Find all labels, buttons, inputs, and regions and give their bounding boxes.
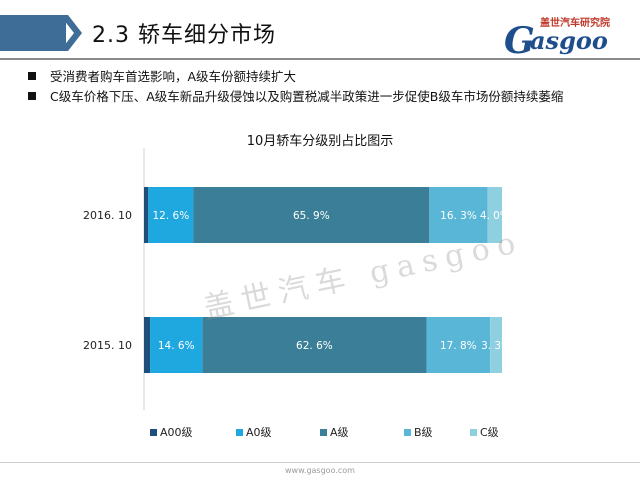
bar-segment [487, 187, 502, 243]
legend-label: C级 [480, 426, 499, 439]
chart-title: 10月轿车分级别占比图示 [246, 134, 394, 149]
footer-url: www.gasgoo.com [285, 466, 355, 475]
bullet-square-icon [28, 92, 36, 100]
logo-initial: G [504, 20, 535, 62]
bar-segment [144, 317, 151, 373]
legend-label: A级 [330, 426, 349, 439]
bar-segment [144, 187, 149, 243]
data-label: 14. 6% [158, 340, 195, 352]
bullet-item: 受消费者购车首选影响，A级车份额持续扩大 [28, 68, 628, 86]
bar-segment [202, 317, 427, 373]
bar-segment [193, 187, 430, 243]
bullet-item: C级车价格下压、A级车新品升级侵蚀以及购置税减半政策进一步促使B级车市场份额持续… [28, 88, 628, 106]
legend-swatch [404, 429, 411, 436]
bar-segment [490, 317, 502, 373]
legend-swatch [470, 429, 477, 436]
data-label: 4. 0% [480, 210, 510, 222]
logo-subtitle: 盖世汽车研究院 [540, 18, 610, 29]
data-label: 12. 6% [152, 210, 189, 222]
legend-swatch [236, 429, 243, 436]
category-label: 2016. 10 [83, 209, 132, 222]
legend-label: A00级 [160, 426, 193, 439]
header-chevron-icon [60, 15, 82, 51]
bullet-list: 受消费者购车首选影响，A级车份额持续扩大 C级车价格下压、A级车新品升级侵蚀以及… [28, 68, 628, 108]
bar-segment [148, 187, 194, 243]
stacked-bar-chart: 2016. 10 12. 6% 65. 9% 16. 3% 4. 0% 2015. 10 1… [83, 148, 511, 439]
data-label: 62. 6% [296, 340, 333, 352]
footer-divider [0, 462, 640, 463]
bullet-text: C级车价格下压、A级车新品升级侵蚀以及购置税减半政策进一步促使B级车市场份额持续… [50, 89, 564, 104]
header-divider [0, 58, 640, 60]
legend-swatch [320, 429, 327, 436]
section-title: 2.3 轿车细分市场 [92, 23, 276, 48]
header-accent-bar [0, 15, 66, 51]
data-label: 65. 9% [293, 210, 330, 222]
legend-label: A0级 [246, 426, 272, 439]
legend-swatch [150, 429, 157, 436]
logo-wordmark: asgoo [530, 26, 608, 55]
slide-header: 2.3 轿车细分市场 G 盖世汽车研究院 asgoo [0, 0, 640, 62]
data-label: 17. 8% [440, 340, 477, 352]
bar-segment [429, 187, 488, 243]
legend-label: B级 [414, 426, 433, 439]
bar-segment [150, 317, 203, 373]
category-label: 2015. 10 [83, 339, 132, 352]
bullet-text: 受消费者购车首选影响，A级车份额持续扩大 [50, 69, 297, 84]
data-label: 3. 3% [481, 340, 511, 352]
gasgoo-logo: G 盖世汽车研究院 asgoo [500, 14, 632, 62]
data-label: 16. 3% [440, 210, 477, 222]
bar-segment [426, 317, 491, 373]
bullet-square-icon [28, 72, 36, 80]
